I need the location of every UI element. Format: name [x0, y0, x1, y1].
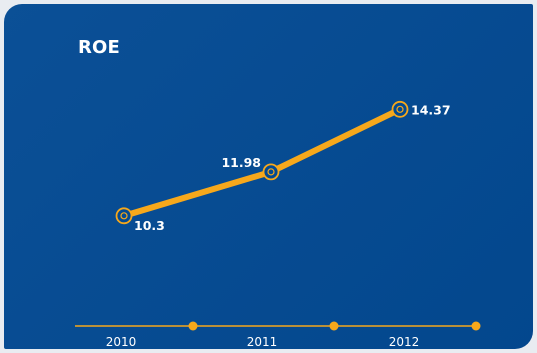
x-tick-label-2010: 2010 [106, 335, 137, 349]
x-axis-dot-3 [471, 321, 481, 331]
x-tick-label-2012: 2012 [389, 335, 420, 349]
data-point-inner-2012 [396, 105, 404, 113]
data-point-2012 [391, 100, 409, 118]
x-axis-dot-2 [329, 321, 339, 331]
x-tick-label-2011: 2011 [247, 335, 278, 349]
data-label-2010: 10.3 [134, 218, 165, 233]
data-point-2010 [115, 207, 133, 225]
chart-title: ROE [78, 37, 121, 58]
x-axis-dot-1 [188, 321, 198, 331]
data-point-inner-2011 [267, 168, 275, 176]
data-label-2012: 14.37 [411, 102, 451, 117]
data-point-2011 [262, 163, 280, 181]
data-point-inner-2010 [120, 212, 128, 220]
data-label-2011: 11.98 [221, 155, 261, 170]
roe-series-line [121, 106, 403, 219]
